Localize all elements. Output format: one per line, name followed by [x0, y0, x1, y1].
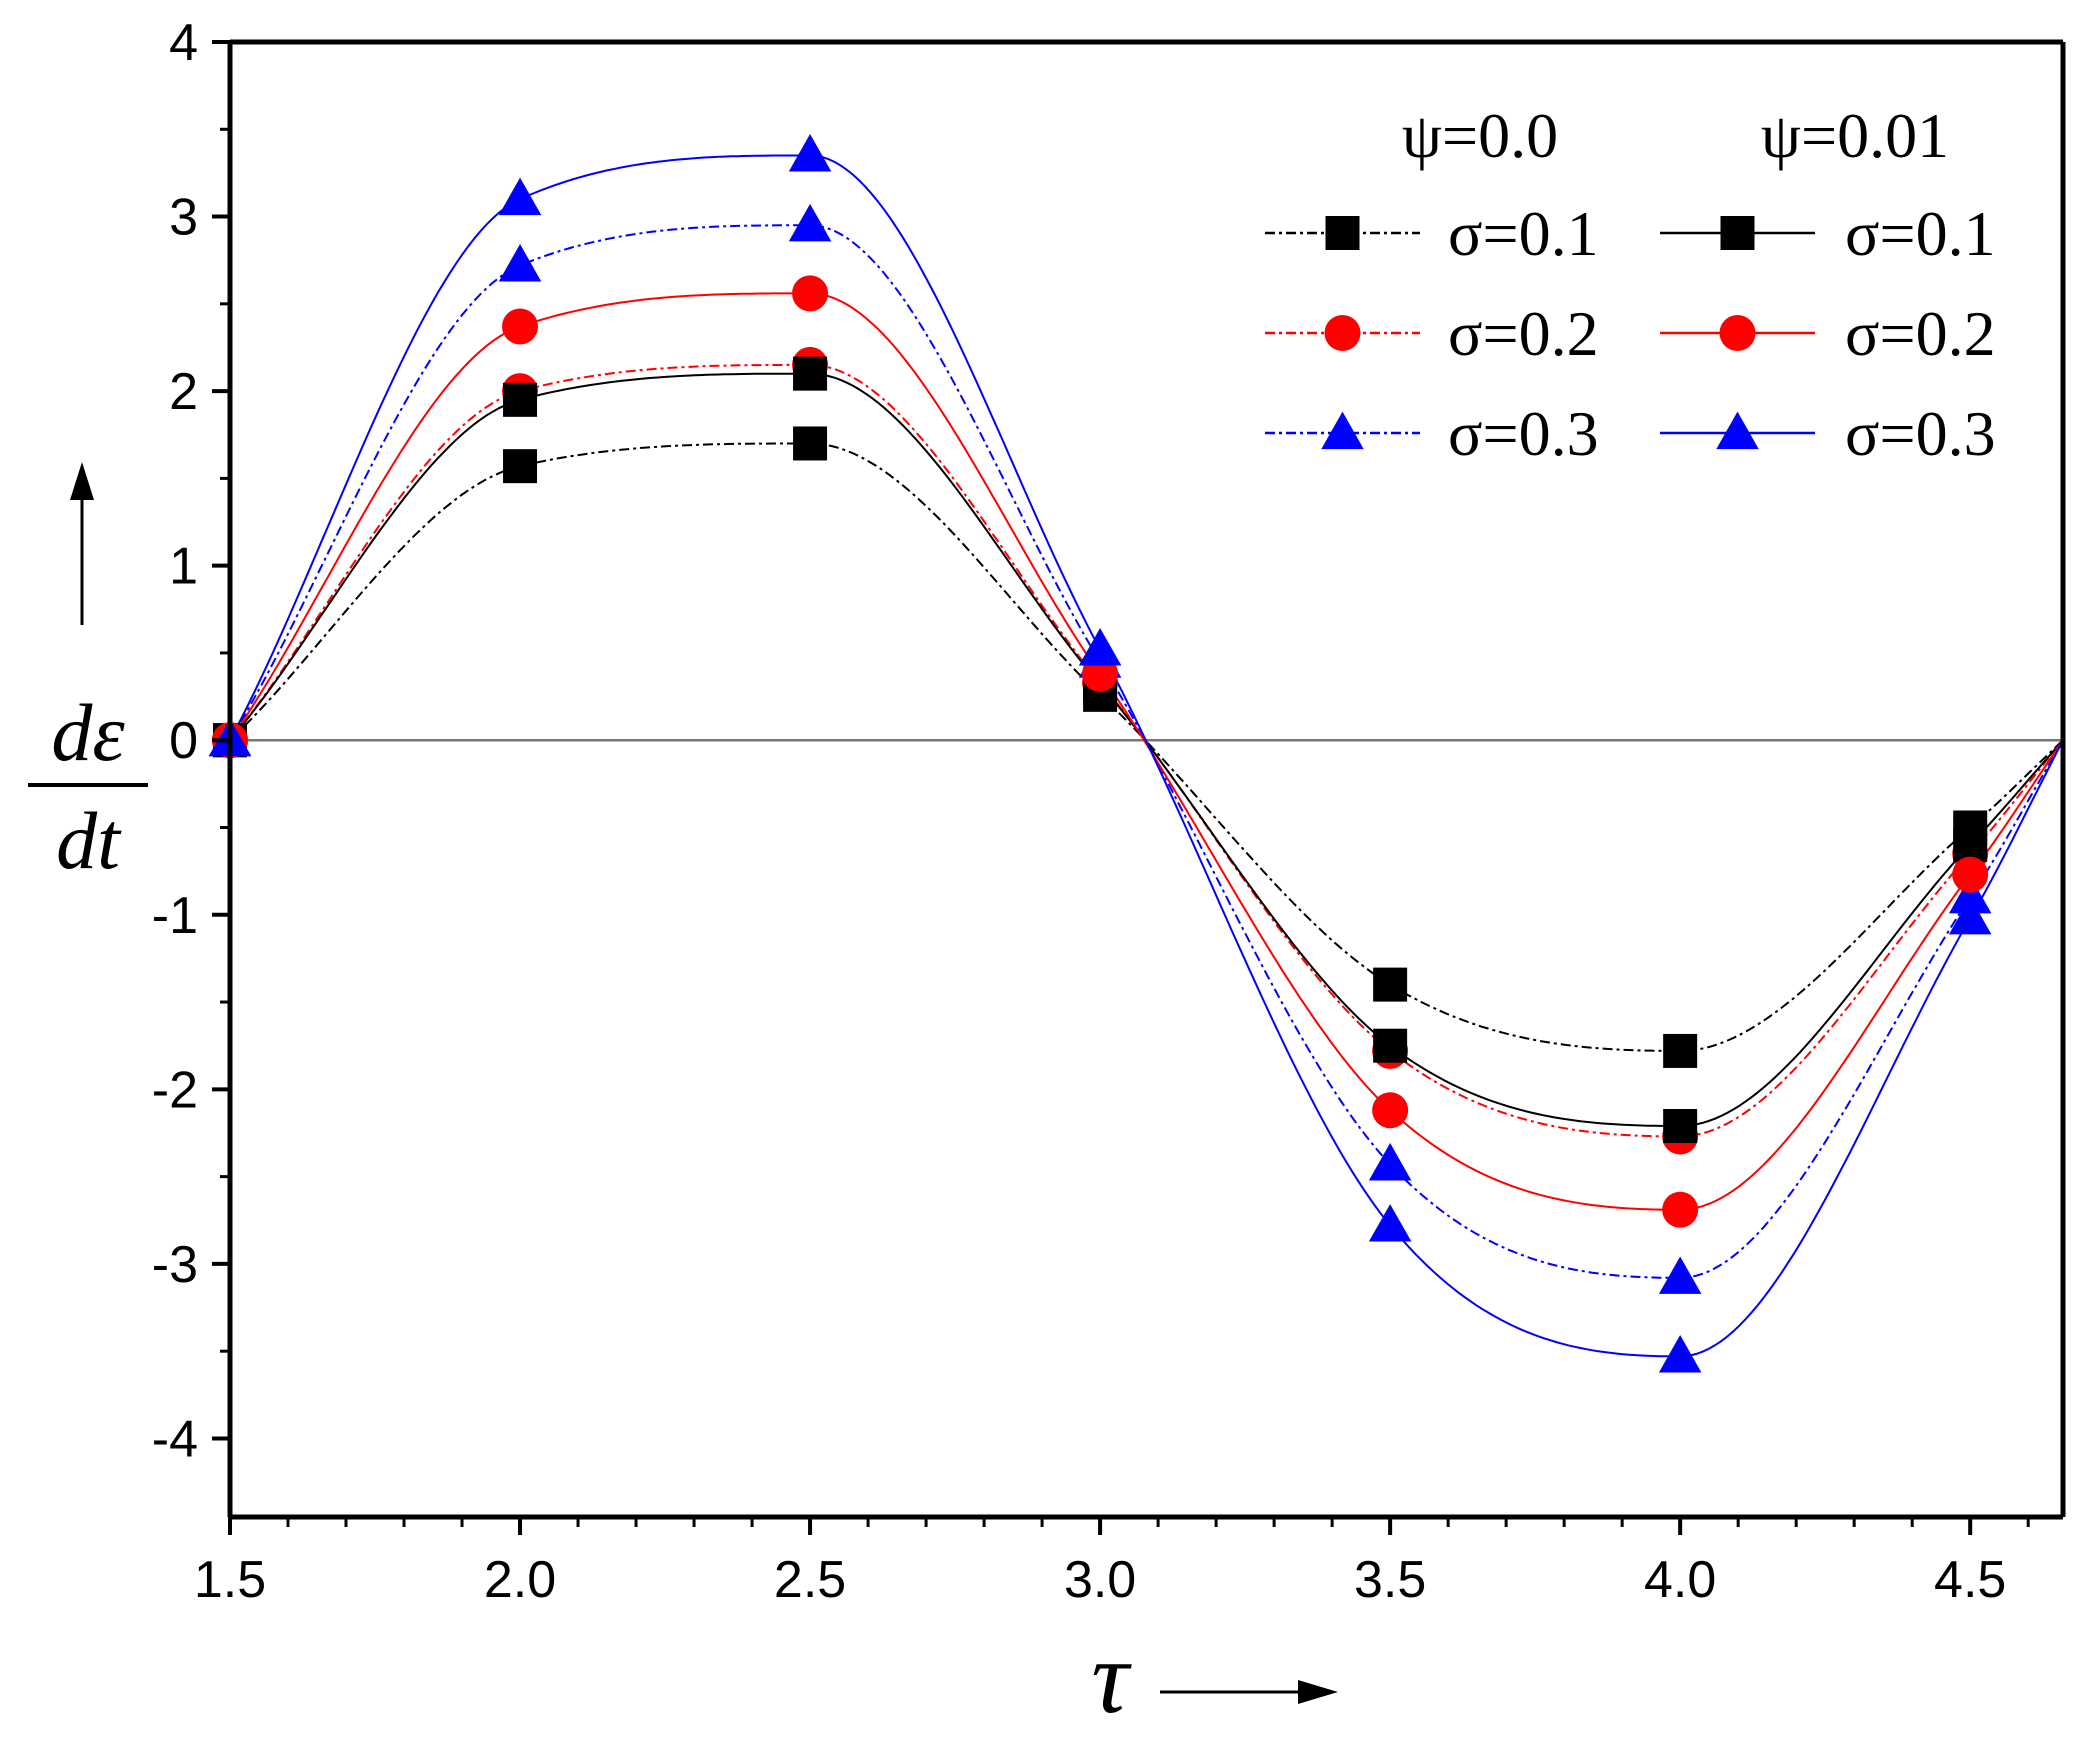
legend-marker-1: [1324, 315, 1361, 351]
legend-group-title-1: ψ=0.01: [1761, 100, 1949, 171]
legend-group-title-0: ψ=0.0: [1402, 100, 1558, 171]
data-point-s0-2: [793, 426, 828, 461]
ticks-layer: 4 3 2 1 0 -1 -2 -3 -4 1.5 2.0 2.5 3.0 3.5 4.0 4.5: [152, 14, 2030, 1609]
legend-label-3: σ=0.1: [1845, 198, 1996, 269]
series-line-psi001-5: [229, 154, 2064, 1358]
y-tick-label-3: 1: [169, 538, 198, 596]
data-point-s5-3: [1078, 628, 1122, 666]
y-tick-label-1: 3: [169, 189, 198, 247]
data-point-s0-1: [503, 449, 538, 484]
y-axis-title-numerator: dε: [51, 687, 125, 778]
data-point-s5-4: [1368, 1204, 1412, 1242]
data-point-s5-1: [498, 177, 542, 216]
legend-label-2: σ=0.3: [1448, 398, 1599, 469]
x-axis-title-text: τ: [1091, 1620, 1132, 1735]
data-point-s4-2: [792, 275, 829, 312]
legend-label-0: σ=0.1: [1448, 198, 1599, 269]
x-tick-label-5: 4.0: [1644, 1551, 1716, 1609]
data-point-s3-1: [503, 382, 538, 417]
legend-label-1: σ=0.2: [1448, 298, 1599, 369]
x-tick-label-6: 4.5: [1934, 1551, 2006, 1609]
x-axis-title: τ: [1091, 1620, 1338, 1735]
data-point-s2-5: [1658, 1256, 1702, 1294]
legend-marker-4: [1719, 315, 1756, 351]
data-point-s4-1: [502, 308, 539, 345]
y-axis-title: dε dt: [28, 462, 148, 886]
data-point-s5-2: [788, 134, 832, 172]
data-point-s3-2: [793, 356, 828, 391]
y-tick-label-5: -1: [152, 887, 198, 945]
data-point-s5-6: [1948, 896, 1992, 935]
axes-layer: [227, 39, 2066, 1520]
series-line-psi001-4: [229, 292, 2064, 1211]
data-point-s3-6: [1953, 827, 1988, 862]
data-point-s2-2: [788, 203, 832, 242]
legend-layer: ψ=0.0 ψ=0.01 σ=0.1 σ=0.2 σ=0.3 σ=0.1 σ=0.2 σ=0.…: [1265, 100, 1996, 469]
legend-marker-3: [1720, 216, 1755, 250]
y-tick-label-0: 4: [169, 14, 198, 72]
data-point-s2-4: [1368, 1142, 1412, 1181]
y-axis-title-denominator: dt: [56, 795, 122, 886]
markers-layer: [208, 134, 1992, 1373]
y-tick-label-8: -4: [152, 1410, 198, 1468]
data-point-s4-5: [1662, 1191, 1699, 1228]
x-axis-arrow-head: [1298, 1680, 1338, 1704]
y-tick-label-6: -2: [152, 1061, 198, 1119]
data-point-s3-4: [1373, 1028, 1408, 1063]
y-axis-arrow-head: [70, 462, 94, 500]
legend-marker-2: [1321, 411, 1364, 450]
data-point-s4-6: [1952, 856, 1989, 893]
y-tick-label-2: 2: [169, 363, 198, 421]
legend-marker-0: [1325, 216, 1360, 250]
x-tick-label-2: 2.5: [774, 1551, 846, 1609]
data-point-s0-4: [1373, 967, 1408, 1002]
y-tick-label-4: 0: [169, 712, 198, 770]
data-point-s2-6: [1948, 875, 1992, 914]
x-tick-label-4: 3.5: [1354, 1551, 1426, 1609]
legend-label-4: σ=0.2: [1845, 298, 1996, 369]
data-point-s5-5: [1658, 1334, 1702, 1373]
data-point-s4-4: [1372, 1092, 1409, 1129]
data-point-s0-5: [1663, 1033, 1698, 1068]
data-point-s2-1: [498, 244, 542, 282]
x-tick-label-1: 2.0: [484, 1551, 556, 1609]
series-line-psi001-3: [229, 372, 2064, 1127]
y-tick-label-7: -3: [152, 1236, 198, 1294]
legend-label-5: σ=0.3: [1845, 398, 1996, 469]
data-point-s3-5: [1663, 1108, 1698, 1143]
legend-marker-5: [1716, 411, 1759, 450]
series-line-psi0-0: [229, 442, 2064, 1052]
x-tick-label-0: 1.5: [194, 1551, 266, 1609]
x-tick-label-3: 3.0: [1064, 1551, 1136, 1609]
